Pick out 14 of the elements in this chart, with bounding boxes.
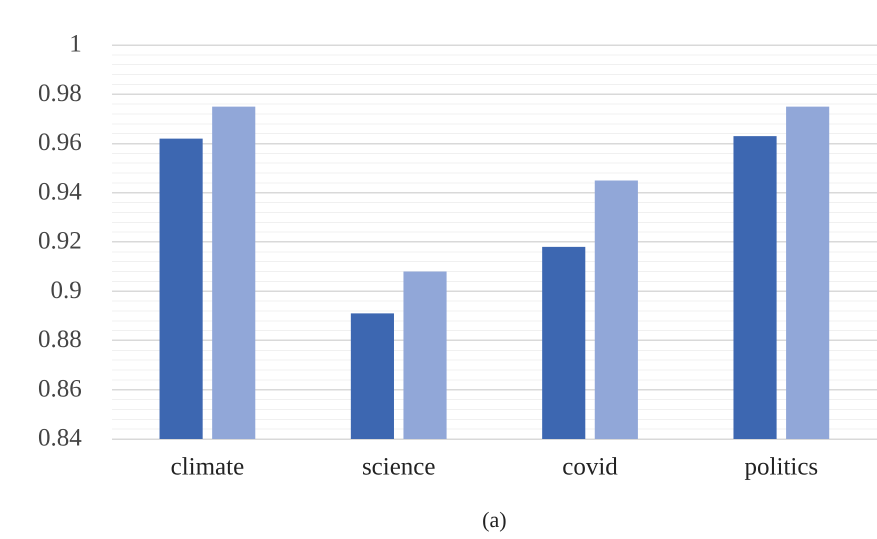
y-tick-label: 0.96 <box>38 129 82 156</box>
y-tick-label: 0.98 <box>38 80 82 107</box>
y-tick-label: 1 <box>69 30 82 58</box>
x-tick-label: politics <box>744 454 818 481</box>
y-tick-label: 0.9 <box>50 276 82 304</box>
y-tick-label: 0.92 <box>38 228 82 255</box>
text: (a) <box>482 506 507 532</box>
y-tick-label: 0.86 <box>38 375 82 402</box>
x-tick-label: science <box>362 454 436 481</box>
x-tick-label: covid <box>562 454 618 481</box>
y-tick-label: 0.88 <box>38 326 82 354</box>
y-tick-label: 0.94 <box>38 178 82 206</box>
y-tick-label: 0.84 <box>38 424 82 452</box>
x-tick-label: climate <box>170 454 244 481</box>
